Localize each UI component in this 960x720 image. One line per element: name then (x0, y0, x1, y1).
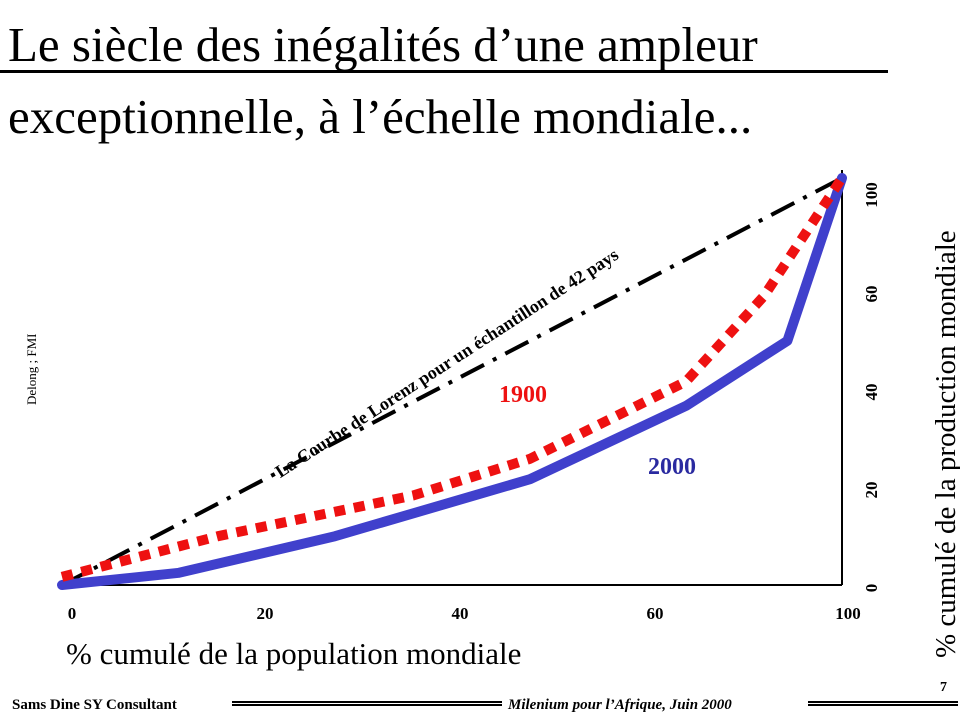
source-note: Delong ; FMI (24, 333, 39, 406)
page-number: 7 (940, 680, 947, 695)
x-tick-label: 0 (68, 604, 77, 623)
series-label-2000: 2000 (648, 454, 696, 480)
lorenz-annotation: La Courbe de Lorenz pour un échantillon … (271, 244, 621, 481)
slide-title-line-1: Le siècle des inégalités d’une ampleur (8, 17, 758, 72)
title-underline (0, 70, 888, 73)
series-label-1900: 1900 (499, 382, 547, 408)
y-tick-label: 60 (862, 286, 881, 303)
series-line-1900 (60, 175, 847, 582)
slide-title-line-2: exceptionnelle, à l’échelle mondiale... (8, 89, 753, 144)
x-tick-label: 100 (835, 604, 861, 623)
x-axis-label: % cumulé de la population mondiale (66, 636, 522, 671)
y-axis-label: % cumulé de la production mondiale (930, 230, 960, 658)
footer-rule-right (808, 701, 958, 706)
x-tick-label: 20 (257, 604, 274, 623)
footer-rule-left (232, 701, 502, 706)
x-tick-label: 40 (452, 604, 469, 623)
series-line-equality (61, 176, 843, 587)
x-tick-label: 60 (647, 604, 664, 623)
footer-event: Milenium pour l’Afrique, Juin 2000 (508, 697, 732, 713)
footer-author: Sams Dine SY Consultant (12, 697, 177, 713)
y-tick-label: 20 (862, 482, 881, 499)
y-tick-label: 0 (862, 584, 881, 593)
y-tick-label: 100 (862, 182, 881, 208)
series-line-2000 (57, 173, 847, 590)
y-tick-label: 40 (862, 384, 881, 401)
